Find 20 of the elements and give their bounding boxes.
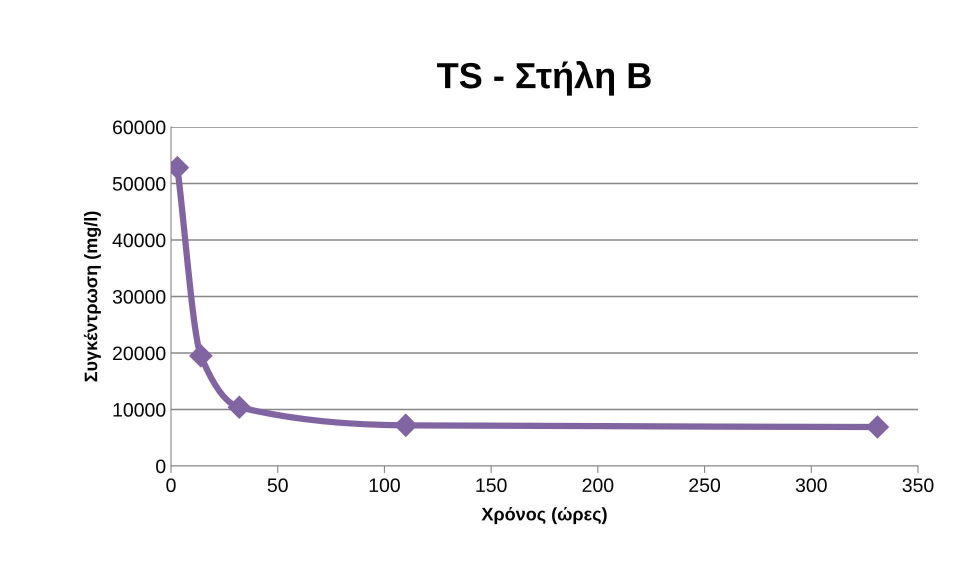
y-tick-label: 30000	[112, 290, 166, 304]
y-tick-label: 0	[156, 459, 166, 474]
x-tick-label: 250	[689, 478, 720, 492]
point	[189, 344, 212, 368]
y-tick-label: 10000	[114, 402, 166, 417]
x-tick-label: 300	[796, 478, 827, 492]
x-tick-label: 200	[582, 478, 614, 492]
x-tick-label: 100	[370, 478, 400, 492]
y-tick-label: 50000	[112, 176, 166, 191]
x-tick-label: 50	[268, 478, 288, 492]
x-tick-label: 350	[902, 478, 934, 492]
y-tick-label: 40000	[112, 233, 166, 248]
chart-title: TS - Στήλη B	[437, 61, 651, 96]
y-tick-label: 20000	[113, 346, 166, 360]
x-tick-label: 150	[476, 478, 507, 492]
y-tick-label: 60000	[113, 120, 166, 134]
x-tick-label: 0	[166, 478, 176, 492]
x-axis-title: Χρόνος (ώρες)	[482, 507, 607, 524]
point	[228, 396, 251, 419]
y-axis-title: Συγκέντρωση (mg/l)	[84, 212, 101, 382]
